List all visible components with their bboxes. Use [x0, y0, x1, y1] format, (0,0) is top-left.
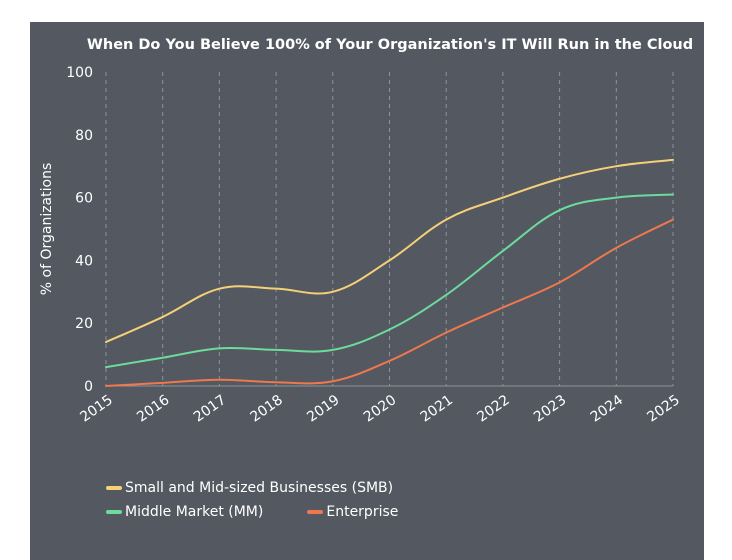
- x-tick-label-2019: 2019: [304, 392, 342, 426]
- legend-label-smb: Small and Mid-sized Businesses (SMB): [125, 480, 394, 496]
- y-tick-label-100: 100: [66, 65, 93, 81]
- legend-swatch-enterprise: [307, 510, 324, 514]
- x-tick-label-2024: 2024: [588, 392, 626, 426]
- legend-item-mm: Middle Market (MM): [106, 504, 263, 520]
- series-line-smb: [105, 158, 674, 344]
- x-tick-label-2020: 2020: [361, 392, 399, 426]
- y-tick-label-20: 20: [75, 316, 93, 332]
- chart-title: When Do You Believe 100% of Your Organiz…: [87, 37, 693, 53]
- y-tick-label-40: 40: [75, 253, 93, 269]
- series-line-mm: [105, 193, 674, 369]
- x-tick-label-2017: 2017: [191, 392, 229, 426]
- legend: Small and Mid-sized Businesses (SMB) Mid…: [106, 476, 442, 524]
- series-line-enterprise: [105, 218, 674, 387]
- legend-swatch-smb: [106, 486, 122, 490]
- x-tick-label-2022: 2022: [474, 392, 512, 426]
- y-tick-label-0: 0: [84, 379, 93, 395]
- legend-item-smb: Small and Mid-sized Businesses (SMB): [106, 480, 393, 496]
- series-lines: [105, 158, 674, 387]
- x-tick-label-2015: 2015: [77, 392, 115, 426]
- legend-label-enterprise: Enterprise: [326, 504, 399, 520]
- grid: [105, 72, 674, 386]
- y-tick-label-60: 60: [75, 191, 93, 207]
- legend-label-mm: Middle Market (MM): [125, 504, 264, 520]
- chart-panel: [30, 22, 704, 560]
- x-tick-label-2016: 2016: [134, 392, 172, 426]
- legend-swatch-mm: [106, 510, 122, 514]
- x-tick-label-2025: 2025: [644, 392, 682, 426]
- legend-item-enterprise: Enterprise: [307, 504, 398, 520]
- x-tick-label-2023: 2023: [531, 392, 569, 426]
- x-tick-label-2018: 2018: [248, 392, 286, 426]
- y-tick-label-80: 80: [75, 128, 93, 144]
- y-axis-label: % of Organizations: [39, 163, 55, 296]
- x-tick-label-2021: 2021: [418, 392, 456, 426]
- axes: 0 20 40 60 80 100 2015 2016 2017 2018 2019 2020 2021…: [66, 65, 683, 426]
